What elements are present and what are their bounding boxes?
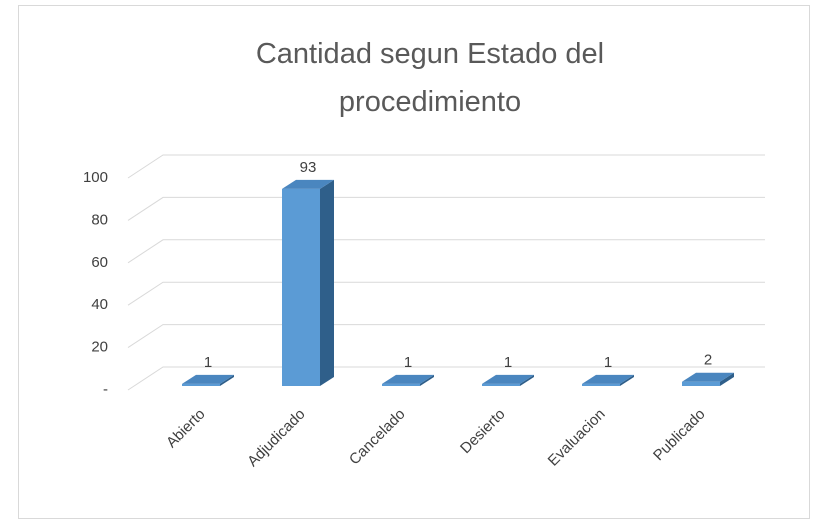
bar-top bbox=[382, 374, 434, 384]
bar bbox=[182, 374, 234, 386]
bar-front bbox=[382, 383, 420, 386]
grid-line bbox=[127, 324, 765, 349]
bar-top bbox=[282, 179, 334, 189]
bar-top bbox=[582, 374, 634, 384]
y-tick-label: 100 bbox=[83, 169, 108, 186]
data-label: 1 bbox=[404, 354, 412, 371]
grid-line bbox=[127, 239, 765, 264]
y-tick-label: 80 bbox=[91, 211, 108, 228]
y-tick-label: 60 bbox=[91, 254, 108, 271]
data-label: 2 bbox=[704, 352, 712, 369]
data-label: 1 bbox=[504, 354, 512, 371]
chart-frame bbox=[18, 5, 810, 519]
x-tick-label: Adjudicado bbox=[244, 406, 309, 471]
grid-line bbox=[127, 281, 765, 306]
grid-line bbox=[127, 154, 765, 179]
bar-front bbox=[482, 383, 520, 386]
bar bbox=[582, 374, 634, 386]
y-tick-label: 40 bbox=[91, 296, 108, 313]
x-tick-label: Cancelado bbox=[346, 406, 409, 469]
x-tick-label: Evaluacion bbox=[545, 406, 609, 470]
bar bbox=[382, 374, 434, 386]
bar-front bbox=[182, 383, 220, 386]
bar-side bbox=[320, 179, 334, 386]
bar-side bbox=[220, 374, 234, 386]
data-label: 93 bbox=[300, 159, 317, 176]
bar bbox=[482, 374, 534, 386]
x-tick-label: Desierto bbox=[457, 406, 509, 458]
bar-front bbox=[282, 188, 320, 386]
bar-top bbox=[682, 372, 734, 382]
bar-side bbox=[420, 374, 434, 386]
bar-side bbox=[520, 374, 534, 386]
chart-title: Cantidad segun Estado del procedimiento bbox=[255, 38, 605, 118]
data-label: 1 bbox=[604, 354, 612, 371]
bar-front bbox=[682, 381, 720, 386]
bar-front bbox=[582, 383, 620, 386]
bar-top bbox=[182, 374, 234, 384]
grid-line bbox=[127, 196, 765, 221]
bar bbox=[682, 372, 734, 386]
bar-side bbox=[620, 374, 634, 386]
x-tick-label: Publicado bbox=[650, 406, 709, 465]
bar-top bbox=[482, 374, 534, 384]
grid-line bbox=[127, 366, 765, 391]
y-tick-label: 20 bbox=[91, 339, 108, 356]
x-tick-label: Abierto bbox=[163, 406, 209, 452]
bar-side bbox=[720, 372, 734, 386]
data-label: 1 bbox=[204, 354, 212, 371]
bar bbox=[282, 179, 334, 386]
y-tick-label: - bbox=[103, 381, 108, 398]
